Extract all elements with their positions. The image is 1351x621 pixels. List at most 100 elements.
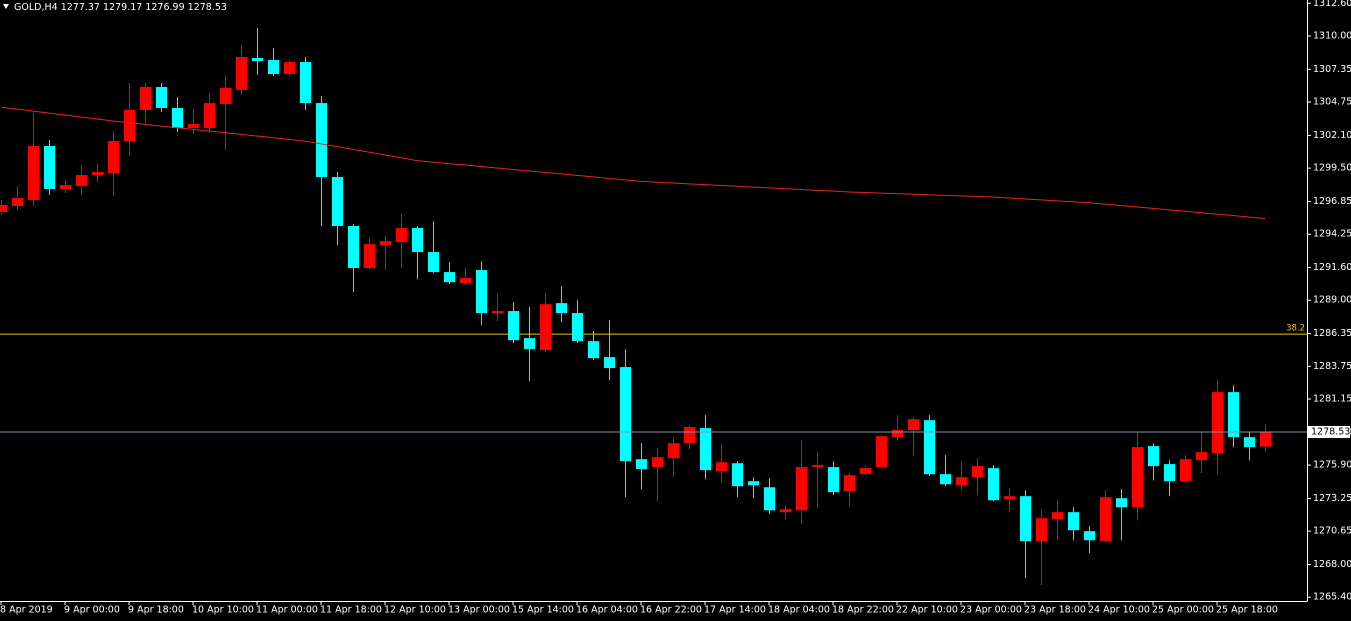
candle-body xyxy=(44,145,55,190)
candle-body xyxy=(12,198,23,206)
candle-body xyxy=(268,60,279,74)
y-tick-label: 1275.90 xyxy=(1313,460,1351,471)
close-value: 1278.53 xyxy=(188,2,227,13)
candle-body xyxy=(1148,446,1159,467)
candle-body xyxy=(364,244,375,269)
candle-body xyxy=(524,338,535,350)
candle-body xyxy=(1132,447,1143,508)
candle-body xyxy=(796,467,807,511)
y-tick-label: 1268.00 xyxy=(1313,559,1351,570)
candle-body xyxy=(1196,452,1207,461)
x-tick-label: 22 Apr 10:00 xyxy=(896,605,958,616)
x-tick-label: 9 Apr 00:00 xyxy=(64,605,120,616)
candle-body xyxy=(220,87,231,105)
candle-body xyxy=(988,468,999,501)
candle-body xyxy=(876,436,887,468)
chart-header: GOLD,H4 1277.37 1279.17 1276.99 1278.53 xyxy=(14,2,227,13)
candle-body xyxy=(764,487,775,511)
high-value: 1279.17 xyxy=(103,2,142,13)
x-tick-label: 11 Apr 00:00 xyxy=(256,605,318,616)
open-value: 1277.37 xyxy=(61,2,100,13)
candle-body xyxy=(252,58,263,62)
x-tick-label: 13 Apr 00:00 xyxy=(448,605,510,616)
candle-body xyxy=(700,428,711,471)
candle-body xyxy=(924,420,935,475)
candle-body xyxy=(236,57,247,90)
price-box xyxy=(1308,426,1350,439)
candle-body xyxy=(92,172,103,176)
y-tick-label: 1270.65 xyxy=(1313,526,1351,537)
candle-body xyxy=(1004,496,1015,500)
candle-body xyxy=(1180,459,1191,482)
candle-body xyxy=(284,62,295,74)
candle-body xyxy=(652,457,663,468)
candle-body xyxy=(812,465,823,468)
x-tick-label: 23 Apr 00:00 xyxy=(960,605,1022,616)
candle-body xyxy=(908,419,919,431)
candle-body xyxy=(1164,464,1175,482)
candle-body xyxy=(1100,497,1111,542)
x-tick-label: 24 Apr 10:00 xyxy=(1088,605,1150,616)
candle-body xyxy=(0,204,7,213)
candle-body xyxy=(1036,518,1047,542)
candle-body xyxy=(172,107,183,128)
candle-body xyxy=(156,86,167,108)
candle-body xyxy=(540,304,551,351)
candle-body xyxy=(508,311,519,341)
candle-body xyxy=(556,303,567,314)
candle-body xyxy=(620,367,631,462)
candle-body xyxy=(108,141,119,174)
candle-body xyxy=(588,341,599,359)
x-tick-label: 16 Apr 22:00 xyxy=(640,605,702,616)
candle-body xyxy=(332,177,343,227)
candle-body xyxy=(748,481,759,486)
candle-body xyxy=(956,477,967,486)
candle-body xyxy=(412,228,423,253)
candle-body xyxy=(140,86,151,110)
candle-body xyxy=(668,443,679,459)
x-tick-label: 18 Apr 04:00 xyxy=(768,605,830,616)
low-value: 1276.99 xyxy=(145,2,184,13)
candle-body xyxy=(1244,437,1255,448)
y-tick-label: 1307.35 xyxy=(1313,64,1351,75)
candle-body xyxy=(444,272,455,283)
x-tick-label: 25 Apr 00:00 xyxy=(1152,605,1214,616)
y-tick-label: 1310.00 xyxy=(1313,30,1351,41)
candle-body xyxy=(188,124,199,128)
candle-body xyxy=(892,430,903,438)
candle-body xyxy=(476,270,487,314)
candle-body xyxy=(940,474,951,485)
candle-body xyxy=(76,175,87,187)
y-tick-label: 1299.50 xyxy=(1313,163,1351,174)
x-tick-label: 17 Apr 14:00 xyxy=(704,605,766,616)
menu-arrow[interactable] xyxy=(3,4,9,9)
candle-body xyxy=(844,475,855,492)
candle-body xyxy=(316,103,327,178)
y-tick-label: 1304.75 xyxy=(1313,97,1351,108)
y-tick-label: 1312.60 xyxy=(1313,0,1351,9)
x-tick-label: 10 Apr 10:00 xyxy=(192,605,254,616)
candle-body xyxy=(124,109,135,142)
candle-body xyxy=(1020,496,1031,542)
candle-body xyxy=(492,311,503,314)
x-tick-label: 18 Apr 22:00 xyxy=(832,605,894,616)
x-tick-label: 9 Apr 18:00 xyxy=(128,605,184,616)
y-tick-label: 1296.85 xyxy=(1313,196,1351,207)
candle-body xyxy=(60,185,71,190)
x-tick-label: 16 Apr 04:00 xyxy=(576,605,638,616)
candle-body xyxy=(1084,531,1095,541)
price-label: 1278.53 xyxy=(1311,427,1350,438)
x-tick-label: 11 Apr 18:00 xyxy=(320,605,382,616)
x-tick-label: 15 Apr 14:00 xyxy=(512,605,574,616)
x-tick-label: 12 Apr 10:00 xyxy=(384,605,446,616)
candle-body xyxy=(860,468,871,475)
candle-body xyxy=(636,459,647,470)
x-tick-label: 25 Apr 18:00 xyxy=(1216,605,1278,616)
candle-body xyxy=(460,278,471,284)
candle-body xyxy=(972,466,983,478)
candle-body xyxy=(716,462,727,472)
candle-body xyxy=(1260,432,1271,447)
y-tick-label: 1286.35 xyxy=(1313,328,1351,339)
